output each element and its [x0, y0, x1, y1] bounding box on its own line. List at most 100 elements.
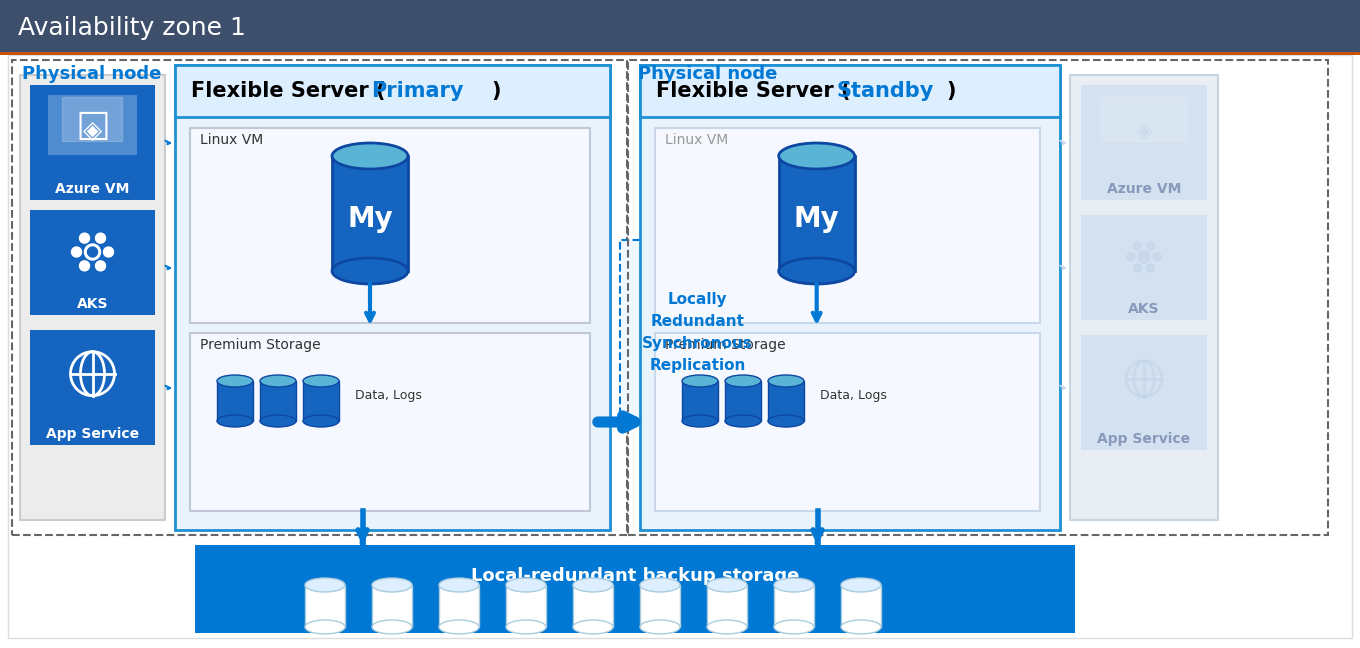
Circle shape — [1146, 264, 1155, 272]
Text: My: My — [794, 205, 839, 233]
Text: Data, Logs: Data, Logs — [355, 389, 422, 402]
Bar — [1070, 75, 1219, 520]
Bar — [656, 128, 1040, 323]
Text: ☐: ☐ — [75, 110, 110, 148]
Ellipse shape — [774, 578, 815, 592]
Bar — [175, 65, 611, 530]
Ellipse shape — [573, 578, 613, 592]
Text: Local-redundant backup storage: Local-redundant backup storage — [471, 567, 800, 585]
Circle shape — [95, 261, 106, 271]
Text: ◈: ◈ — [83, 119, 102, 143]
Text: AKS: AKS — [76, 297, 109, 311]
Bar — [1081, 85, 1208, 200]
Text: Standby: Standby — [836, 81, 933, 101]
Bar — [373, 585, 412, 627]
Text: ): ) — [491, 81, 500, 101]
Bar — [0, 0, 1360, 52]
Bar — [439, 585, 479, 627]
Bar — [506, 585, 545, 627]
Bar — [175, 65, 611, 117]
Ellipse shape — [439, 578, 479, 592]
Text: Linux VM: Linux VM — [665, 133, 728, 147]
Ellipse shape — [305, 620, 345, 634]
Ellipse shape — [707, 620, 747, 634]
Bar — [641, 585, 680, 627]
Bar — [63, 97, 122, 141]
Bar — [260, 381, 296, 421]
Ellipse shape — [779, 258, 854, 284]
Bar — [194, 545, 1074, 633]
Ellipse shape — [840, 620, 881, 634]
Text: App Service: App Service — [46, 427, 139, 441]
Circle shape — [72, 247, 82, 257]
Ellipse shape — [506, 620, 545, 634]
Text: Flexible Server (: Flexible Server ( — [656, 81, 850, 101]
Bar — [641, 65, 1059, 117]
Circle shape — [1138, 251, 1151, 263]
Text: Flexible Server (: Flexible Server ( — [190, 81, 385, 101]
Bar — [779, 156, 854, 271]
Bar — [1102, 97, 1187, 141]
Ellipse shape — [681, 375, 718, 387]
Circle shape — [84, 244, 101, 260]
Circle shape — [103, 247, 113, 257]
Bar — [768, 381, 804, 421]
Bar — [190, 333, 590, 511]
Text: ◈: ◈ — [1136, 121, 1152, 141]
Ellipse shape — [373, 620, 412, 634]
Bar — [774, 585, 815, 627]
Bar — [620, 240, 775, 425]
Ellipse shape — [641, 620, 680, 634]
Ellipse shape — [768, 375, 804, 387]
Text: Physical node: Physical node — [22, 65, 162, 83]
Bar — [30, 210, 155, 315]
Text: Azure VM: Azure VM — [1107, 182, 1182, 196]
Bar — [12, 60, 627, 535]
Text: My: My — [347, 205, 393, 233]
Bar — [840, 585, 881, 627]
Bar — [305, 585, 345, 627]
Text: Premium Storage: Premium Storage — [665, 338, 786, 352]
Circle shape — [95, 233, 106, 243]
Ellipse shape — [774, 620, 815, 634]
Bar — [1081, 215, 1208, 320]
Text: Primary: Primary — [371, 81, 464, 101]
Text: Data, Logs: Data, Logs — [820, 389, 887, 402]
Bar — [8, 55, 1352, 638]
Text: App Service: App Service — [1098, 432, 1190, 446]
Ellipse shape — [779, 143, 854, 169]
Circle shape — [79, 233, 90, 243]
Bar — [30, 330, 155, 445]
Ellipse shape — [303, 415, 339, 427]
Bar — [707, 585, 747, 627]
Bar — [573, 585, 613, 627]
Text: ): ) — [947, 81, 956, 101]
Bar — [681, 381, 718, 421]
Ellipse shape — [332, 143, 408, 169]
Circle shape — [1146, 242, 1155, 249]
Circle shape — [79, 261, 90, 271]
Circle shape — [1133, 242, 1141, 249]
Ellipse shape — [305, 578, 345, 592]
Ellipse shape — [260, 375, 296, 387]
Ellipse shape — [373, 578, 412, 592]
Ellipse shape — [332, 258, 408, 284]
Text: Locally
Redundant
Synchronous
Replication: Locally Redundant Synchronous Replicatio… — [642, 292, 753, 373]
Text: Azure VM: Azure VM — [56, 182, 129, 196]
Text: Availability zone 1: Availability zone 1 — [18, 16, 246, 40]
Ellipse shape — [768, 415, 804, 427]
Ellipse shape — [840, 578, 881, 592]
Circle shape — [1153, 253, 1161, 261]
Text: AKS: AKS — [1129, 302, 1160, 316]
Ellipse shape — [439, 620, 479, 634]
Circle shape — [1127, 253, 1136, 261]
Ellipse shape — [641, 578, 680, 592]
Ellipse shape — [506, 578, 545, 592]
Bar — [218, 381, 253, 421]
Ellipse shape — [725, 415, 762, 427]
Ellipse shape — [707, 578, 747, 592]
Bar — [641, 65, 1059, 530]
Ellipse shape — [303, 375, 339, 387]
Bar — [1081, 335, 1208, 450]
Circle shape — [87, 247, 98, 257]
